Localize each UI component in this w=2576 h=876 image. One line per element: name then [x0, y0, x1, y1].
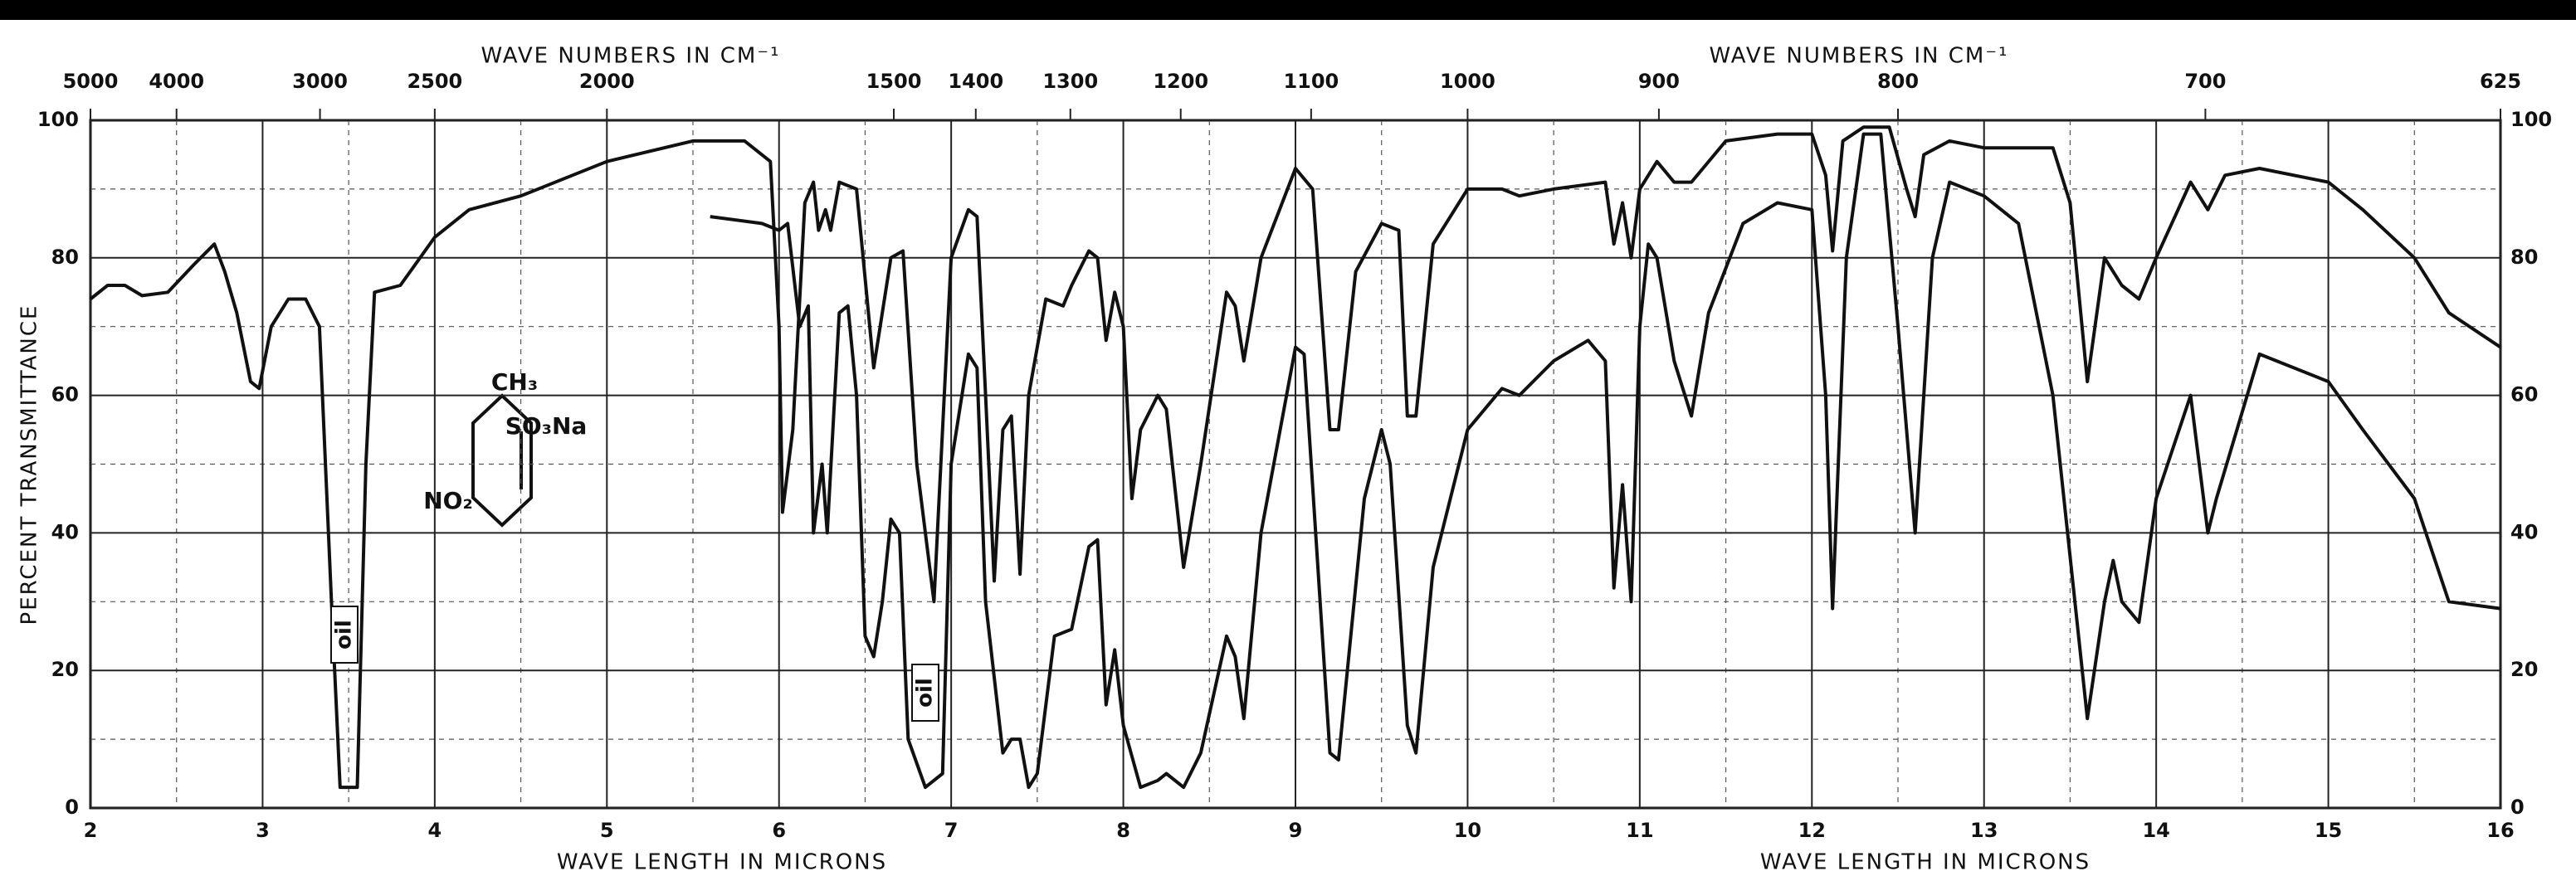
x2-tick-label: 3000	[292, 70, 348, 93]
x2-tick-label: 900	[1638, 70, 1680, 93]
x-axis-title: WAVE LENGTH IN MICRONS	[557, 850, 887, 875]
annotation: oil	[913, 678, 938, 708]
x2-tick-label: 700	[2184, 70, 2226, 93]
x-tick-label: 3	[256, 819, 270, 842]
x-tick-label: 11	[1626, 819, 1653, 842]
annotation-box	[911, 664, 939, 722]
x-tick-label: 2	[84, 819, 98, 842]
top-band	[0, 0, 2576, 20]
y2-tick-label: 60	[2510, 383, 2538, 406]
x-tick-label: 6	[772, 819, 786, 842]
x-tick-label: 16	[2486, 819, 2514, 842]
x2-tick-label: 5000	[63, 70, 119, 93]
x-tick-label: 9	[1289, 819, 1303, 842]
x2-axis-title: WAVE NUMBERS IN CM⁻¹	[1709, 44, 2008, 69]
x-tick-label: 4	[428, 819, 442, 842]
spectrum-line	[710, 132, 2501, 790]
x2-tick-label: 1000	[1440, 70, 1495, 93]
y-tick-label: 60	[51, 383, 79, 406]
x2-tick-label: 1400	[948, 70, 1003, 93]
x2-axis-title: WAVE NUMBERS IN CM⁻¹	[481, 44, 780, 69]
y-tick-label: 100	[37, 108, 79, 131]
x2-tick-label: 800	[1877, 70, 1919, 93]
x2-tick-label: 4000	[149, 70, 204, 93]
y2-tick-label: 0	[2510, 796, 2525, 819]
x2-tick-label: 2500	[407, 70, 462, 93]
annotation: oil	[332, 620, 357, 650]
y-tick-label: 20	[51, 658, 79, 681]
x2-tick-label: 1300	[1042, 70, 1098, 93]
x-tick-label: 14	[2142, 819, 2169, 842]
x2-tick-label: 625	[2480, 70, 2521, 93]
y-axis-title: PERCENT TRANSMITTANCE	[17, 304, 42, 625]
x-tick-label: 5	[600, 819, 614, 842]
y-tick-label: 80	[51, 246, 79, 269]
annotation-box	[330, 606, 359, 664]
x-tick-label: 7	[944, 819, 959, 842]
x2-tick-label: 1200	[1153, 70, 1208, 93]
annotation: CH₃	[491, 368, 538, 396]
annotation: SO₃Na	[505, 412, 588, 440]
y-tick-label: 0	[65, 796, 79, 819]
x-tick-label: 10	[1454, 819, 1481, 842]
spectrum-line	[89, 125, 2502, 790]
x2-tick-label: 1100	[1283, 70, 1339, 93]
x2-tick-label: 1500	[866, 70, 922, 93]
x-tick-label: 12	[1798, 819, 1826, 842]
x-tick-label: 8	[1116, 819, 1130, 842]
x-tick-label: 13	[1970, 819, 1998, 842]
x-axis-title: WAVE LENGTH IN MICRONS	[1760, 850, 2091, 875]
y2-tick-label: 40	[2510, 520, 2538, 543]
y2-tick-label: 100	[2510, 108, 2552, 131]
benzene-ring	[471, 393, 533, 528]
x-tick-label: 15	[2315, 819, 2342, 842]
y-tick-label: 40	[51, 520, 79, 543]
x2-tick-label: 2000	[579, 70, 635, 93]
y2-tick-label: 80	[2510, 246, 2538, 269]
annotation: NO₂	[423, 487, 473, 514]
y2-tick-label: 20	[2510, 658, 2538, 681]
